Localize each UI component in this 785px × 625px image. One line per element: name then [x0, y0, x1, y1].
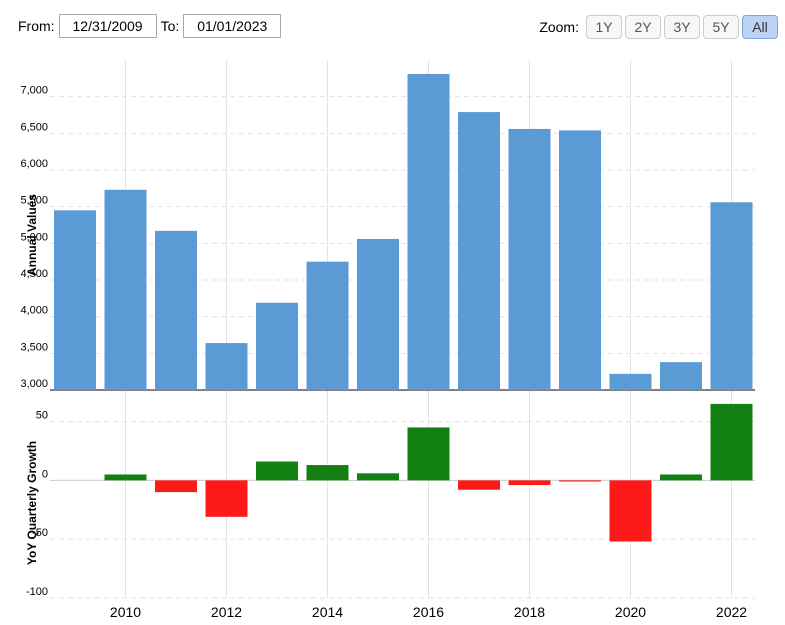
- yoy-growth-bar: [609, 480, 652, 542]
- zoom-2y-button[interactable]: 2Y: [625, 15, 661, 39]
- annual-value-bar: [407, 73, 450, 390]
- yoy-growth-bar: [710, 403, 753, 481]
- x-tick-label: 2014: [312, 604, 343, 620]
- annual-value-bar: [54, 210, 96, 390]
- y-tick-label: 6,000: [20, 158, 48, 170]
- yoy-growth-axis-label: YoY Quarterly Growth: [25, 441, 39, 565]
- x-tick-label: 2018: [514, 604, 545, 620]
- annual-value-bar: [710, 202, 753, 390]
- annual-value-bar: [306, 261, 349, 390]
- yoy-growth-bar: [104, 474, 147, 481]
- annual-value-bar: [205, 343, 248, 390]
- yoy-growth-bar: [407, 427, 450, 481]
- yoy-growth-bar: [155, 480, 197, 493]
- zoom-3y-button[interactable]: 3Y: [664, 15, 700, 39]
- y-tick-label: 5,000: [20, 231, 48, 243]
- zoom-all-button[interactable]: All: [742, 15, 778, 39]
- zoom-1y-button[interactable]: 1Y: [586, 15, 622, 39]
- annual-value-bar: [155, 230, 197, 390]
- y-tick-label: -100: [26, 586, 48, 598]
- zoom-controls: Zoom: 1Y 2Y 3Y 5Y All: [539, 15, 778, 39]
- yoy-growth-bar: [205, 480, 248, 517]
- zoom-label: Zoom:: [539, 19, 579, 35]
- date-range: From: 12/31/2009 To: 01/01/2023: [18, 14, 285, 38]
- from-date-input[interactable]: 12/31/2009: [58, 14, 157, 38]
- yoy-growth-bar: [559, 480, 601, 482]
- axis-ticks: 3,000 3,500 4,000 4,500 5,000 5,500 6,000 6,500…: [20, 85, 747, 620]
- y-tick-label: -50: [32, 527, 48, 539]
- annual-value-bar: [508, 128, 551, 390]
- x-tick-label: 2010: [110, 604, 141, 620]
- annual-values-bars: [54, 73, 753, 391]
- yoy-growth-bar: [660, 474, 702, 481]
- to-label: To:: [160, 18, 180, 34]
- yoy-growth-bar: [256, 461, 298, 481]
- annual-value-bar: [256, 302, 298, 390]
- y-tick-label: 6,500: [20, 121, 48, 133]
- annual-value-bar: [559, 130, 601, 390]
- yoy-growth-bars: [104, 403, 753, 542]
- y-tick-label: 50: [36, 410, 48, 422]
- y-tick-label: 5,500: [20, 195, 48, 207]
- y-tick-label: 4,000: [20, 305, 48, 317]
- annual-value-bar: [609, 373, 652, 390]
- x-tick-label: 2012: [211, 604, 242, 620]
- y-tick-label: 0: [42, 468, 48, 480]
- x-tick-label: 2016: [413, 604, 444, 620]
- annual-value-bar: [357, 238, 399, 390]
- annual-value-bar: [660, 362, 702, 390]
- x-tick-label: 2020: [615, 604, 646, 620]
- yoy-growth-bar: [306, 465, 349, 481]
- annual-value-bar: [104, 189, 147, 390]
- to-date-input[interactable]: 01/01/2023: [183, 14, 282, 38]
- y-tick-label: 3,000: [20, 378, 48, 390]
- yoy-growth-bar: [508, 480, 551, 486]
- y-tick-label: 7,000: [20, 85, 48, 97]
- y-tick-label: 3,500: [20, 341, 48, 353]
- yoy-growth-bar: [458, 480, 500, 490]
- zoom-5y-button[interactable]: 5Y: [703, 15, 739, 39]
- yoy-growth-bar: [357, 473, 399, 481]
- from-label: From:: [18, 18, 55, 34]
- y-tick-label: 4,500: [20, 268, 48, 280]
- annual-values-axis-label: Annual Values: [25, 194, 39, 276]
- annual-value-bar: [458, 112, 500, 391]
- x-tick-label: 2022: [716, 604, 747, 620]
